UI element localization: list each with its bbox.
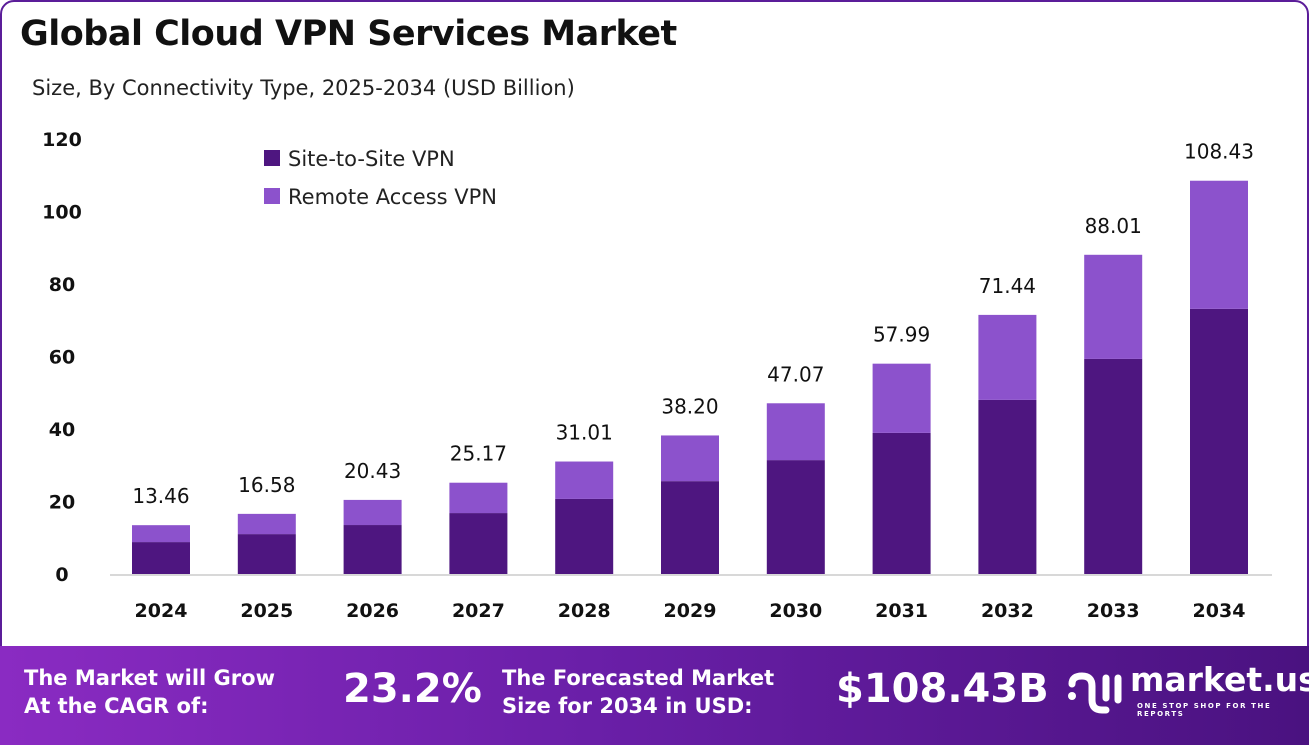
total-data-label: 47.07 [767,362,824,386]
chart-subtitle: Size, By Connectivity Type, 2025-2034 (U… [32,76,575,100]
bar-remote-access [1084,254,1143,359]
x-tick-label: 2026 [346,600,399,622]
y-tick-label: 80 [49,274,75,296]
x-tick-label: 2032 [981,600,1034,622]
bar-site-to-site [449,513,508,574]
x-tick-label: 2029 [664,600,717,622]
bar-site-to-site [237,534,296,574]
forecast-label: The Forecasted Market Size for 2034 in U… [502,664,774,720]
bar-remote-access [449,482,508,514]
total-data-label: 71.44 [979,274,1036,298]
forecast-value: $108.43B [836,666,1049,712]
total-data-label: 57.99 [873,323,930,347]
total-data-label: 38.20 [661,394,718,418]
legend-label: Remote Access VPN [288,185,497,209]
legend-label: Site-to-Site VPN [288,147,455,171]
bar-chart: 0 20 40 60 80 100 120 13.46 2024 16.58 2025 20.43 20… [42,129,1272,622]
cagr-label-line1: The Market will Grow [24,666,275,690]
total-data-label: 108.43 [1184,140,1254,164]
y-tick-label: 60 [49,346,75,368]
forecast-label-line1: The Forecasted Market [502,666,775,690]
bar-remote-access [872,363,931,433]
summary-banner: The Market will Grow At the CAGR of: 23.… [0,646,1309,745]
bar-site-to-site [555,498,614,574]
total-data-label: 16.58 [238,473,295,497]
total-data-label: 88.01 [1085,214,1142,238]
bar-site-to-site [872,432,931,574]
total-data-label: 13.46 [132,484,189,508]
x-tick-label: 2027 [452,600,505,622]
y-tick-label: 40 [49,419,75,441]
bar-remote-access [555,461,614,499]
cagr-label: The Market will Grow At the CAGR of: [24,664,275,720]
x-tick-label: 2034 [1193,600,1246,622]
y-tick-label: 100 [42,201,82,223]
logo-text: market.us [1130,660,1309,699]
bar-remote-access [661,435,719,482]
bar-remote-access [343,499,402,526]
total-data-label: 31.01 [556,421,613,445]
cagr-value: 23.2% [343,666,482,712]
bar-site-to-site [132,542,190,574]
bar-remote-access [978,314,1037,400]
bar-remote-access [237,513,296,535]
legend-swatch [264,188,280,204]
bar-site-to-site [766,460,825,574]
bar-site-to-site [1084,358,1143,574]
logo-tagline: ONE STOP SHOP FOR THE REPORTS [1137,702,1272,718]
bar-remote-access [766,403,825,461]
bar-remote-access [1190,180,1248,309]
cagr-label-line2: At the CAGR of: [24,694,209,718]
total-data-label: 25.17 [450,442,507,466]
y-tick-label: 0 [55,564,68,586]
y-tick-label: 20 [49,491,75,513]
bar-site-to-site [343,525,402,574]
x-tick-label: 2031 [875,600,928,622]
x-tick-label: 2025 [240,600,293,622]
x-tick-label: 2033 [1087,600,1140,622]
legend-swatch [264,150,280,166]
market-us-logo-icon [1068,672,1122,714]
total-data-label: 20.43 [344,459,401,483]
x-tick-label: 2028 [558,600,611,622]
bar-site-to-site [1190,308,1248,574]
x-tick-label: 2024 [135,600,188,622]
bar-remote-access [132,525,190,543]
bar-site-to-site [661,481,719,574]
x-tick-label: 2030 [769,600,822,622]
bar-site-to-site [978,399,1037,574]
y-tick-label: 120 [42,129,82,151]
chart-title: Global Cloud VPN Services Market [20,14,677,54]
forecast-label-line2: Size for 2034 in USD: [502,694,753,718]
